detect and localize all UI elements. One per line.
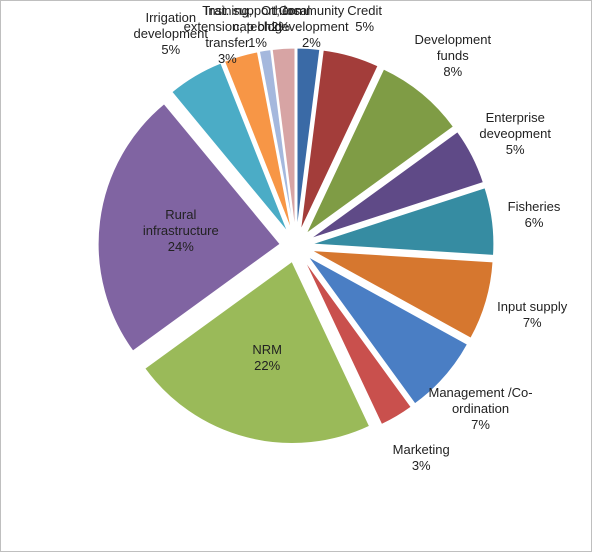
slice-category: Training, extension, tech transfer [183, 3, 272, 50]
slice-category: Community development [274, 3, 349, 34]
slice-category: Enterprise deveopment [479, 110, 551, 142]
slice-value: 3% [411, 457, 431, 473]
slice-value: 8% [443, 64, 463, 80]
pie-slice [258, 49, 294, 231]
slice-value: 1% [248, 35, 267, 50]
slice-value: 24% [167, 239, 194, 255]
pie-slice [296, 47, 321, 231]
pie-slice [311, 249, 494, 339]
slice-category: Development funds [414, 32, 492, 64]
slice-label: Development funds 8% [398, 32, 508, 80]
slice-category: Others [261, 3, 301, 18]
pie-slice [309, 131, 484, 240]
pie-slice [271, 47, 296, 231]
slice-value: 2% [271, 19, 290, 34]
slice-label: Community development 2% [256, 3, 366, 51]
pie-slice [311, 187, 495, 256]
slice-value: 2% [302, 35, 321, 50]
slice-category: Credit [347, 3, 382, 18]
slice-category: Inst. support, local cap bldg [204, 3, 311, 34]
slice-value: 3% [217, 51, 237, 66]
pie-slice [223, 51, 293, 231]
slice-label: Credit 5% [310, 3, 420, 35]
slice-label: Irrigation development 5% [116, 10, 226, 58]
slice-category: Management /Co-ordination [428, 384, 533, 416]
pie-slice [305, 68, 455, 235]
slice-label: Fisheries 6% [479, 199, 589, 231]
slice-label: Management /Co-ordination 7% [426, 385, 536, 433]
pie-slice [299, 49, 379, 231]
slice-label: Inst. support, local cap bldg 1% [203, 3, 313, 51]
slice-label: Enterprise deveopment 5% [460, 110, 570, 158]
slice-category: Fisheries [507, 199, 561, 215]
slice-label: Others 2% [226, 3, 336, 35]
pie-slice [307, 256, 469, 405]
slice-label: Marketing 3% [366, 442, 476, 474]
slice-value: 7% [471, 416, 490, 432]
pie-slice [97, 103, 281, 352]
slice-category: Rural infrastructure [142, 207, 219, 239]
slice-label: Rural infrastructure 24% [126, 207, 236, 255]
slice-category: Irrigation development [133, 10, 208, 42]
slice-value: 7% [522, 314, 542, 330]
pie-slice [144, 260, 371, 444]
slice-value: 6% [524, 215, 544, 231]
slice-category: NRM [252, 342, 282, 358]
slice-category: Marketing [392, 441, 450, 457]
slice-label: Input supply 7% [477, 299, 587, 331]
slice-category: Input supply [497, 298, 568, 314]
pie-slice [171, 62, 289, 233]
slice-value: 22% [254, 358, 281, 374]
slice-label: NRM 22% [212, 342, 322, 374]
slice-label: Training, extension, tech transfer 3% [172, 3, 282, 67]
slice-value: 5% [161, 42, 181, 58]
pie-slice [303, 259, 412, 426]
slice-value: 5% [355, 19, 375, 34]
slice-value: 5% [505, 142, 525, 158]
